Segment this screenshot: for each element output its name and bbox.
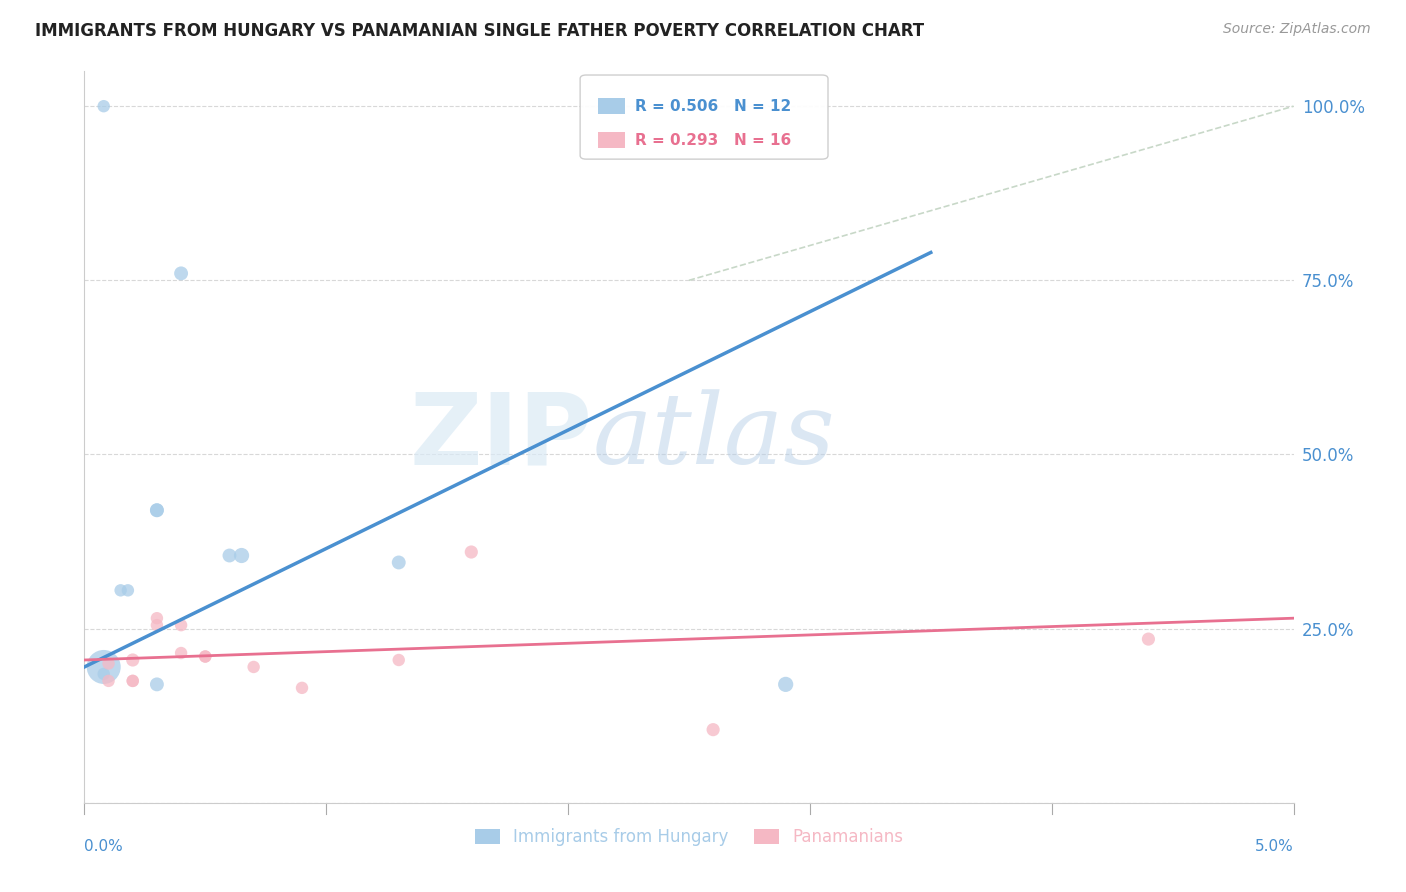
Point bbox=[170, 618, 193, 632]
Point bbox=[460, 545, 482, 559]
Point bbox=[388, 653, 411, 667]
Text: Source: ZipAtlas.com: Source: ZipAtlas.com bbox=[1223, 22, 1371, 37]
Point bbox=[194, 649, 217, 664]
Point bbox=[117, 583, 139, 598]
Text: IMMIGRANTS FROM HUNGARY VS PANAMANIAN SINGLE FATHER POVERTY CORRELATION CHART: IMMIGRANTS FROM HUNGARY VS PANAMANIAN SI… bbox=[35, 22, 924, 40]
Point bbox=[242, 660, 264, 674]
Point bbox=[146, 618, 169, 632]
Legend: Immigrants from Hungary, Panamanians: Immigrants from Hungary, Panamanians bbox=[468, 822, 910, 853]
Text: atlas: atlas bbox=[592, 390, 835, 484]
Bar bbox=[599, 132, 624, 148]
Point bbox=[291, 681, 314, 695]
Point bbox=[146, 503, 169, 517]
Point bbox=[194, 649, 217, 664]
Point bbox=[97, 673, 120, 688]
Text: ZIP: ZIP bbox=[409, 389, 592, 485]
Point bbox=[93, 667, 115, 681]
Point bbox=[93, 660, 115, 674]
Point bbox=[110, 583, 132, 598]
Point bbox=[146, 677, 169, 691]
Point bbox=[146, 611, 169, 625]
Point bbox=[121, 673, 143, 688]
Point bbox=[121, 673, 143, 688]
Point bbox=[97, 657, 120, 671]
Point bbox=[775, 677, 797, 691]
Point bbox=[121, 653, 143, 667]
Point bbox=[146, 503, 169, 517]
Point bbox=[388, 556, 411, 570]
Point bbox=[702, 723, 724, 737]
Point bbox=[218, 549, 240, 563]
Text: R = 0.293   N = 16: R = 0.293 N = 16 bbox=[634, 133, 790, 147]
Text: 0.0%: 0.0% bbox=[84, 839, 124, 855]
Point bbox=[170, 266, 193, 280]
Bar bbox=[599, 98, 624, 114]
FancyBboxPatch shape bbox=[581, 75, 828, 159]
Point bbox=[170, 646, 193, 660]
Text: R = 0.506   N = 12: R = 0.506 N = 12 bbox=[634, 99, 790, 114]
Point bbox=[93, 99, 115, 113]
Point bbox=[231, 549, 253, 563]
Text: 5.0%: 5.0% bbox=[1254, 839, 1294, 855]
Point bbox=[1137, 632, 1160, 646]
